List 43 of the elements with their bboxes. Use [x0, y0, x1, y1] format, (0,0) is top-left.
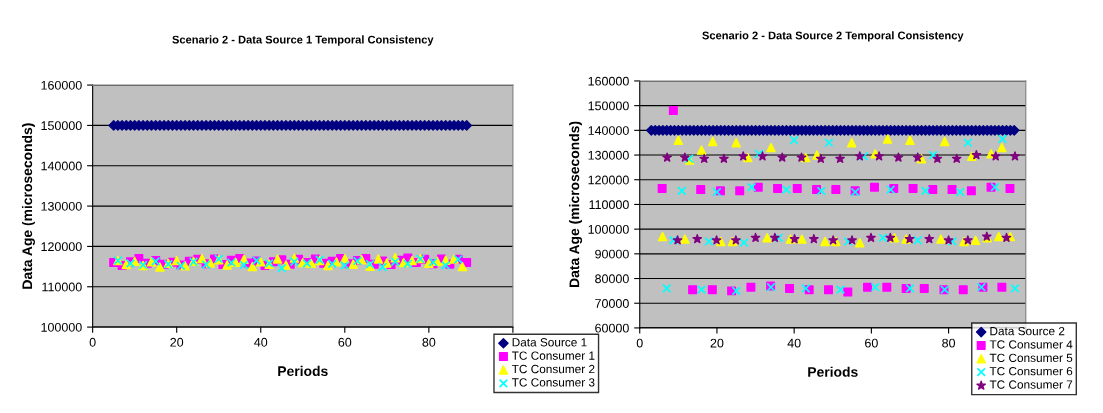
x-tick-label: 80 — [942, 338, 956, 348]
chart-title: Scenario 2 - Data Source 1 Temporal Consistency — [172, 35, 434, 46]
x-tick-label: 60 — [865, 338, 878, 348]
x-tick-label: 20 — [170, 337, 184, 347]
x-axis-title: Periods — [278, 365, 328, 377]
y-tick-label: 140000 — [588, 126, 629, 135]
y-tick-label: 70000 — [595, 299, 629, 308]
y-tick-label: 100000 — [41, 322, 82, 332]
y-tick-label: 60000 — [595, 323, 629, 333]
legend-label: TC Consumer 7 — [989, 380, 1073, 389]
legend-label: Data Source 1 — [512, 338, 587, 347]
legend-label: Data Source 2 — [990, 326, 1065, 336]
y-tick-label: 110000 — [589, 200, 629, 210]
legend-label: TC Consumer 1 — [511, 351, 595, 360]
legend-label: TC Consumer 4 — [989, 340, 1073, 349]
x-tick-label: 0 — [636, 338, 643, 348]
y-tick-label: 130000 — [41, 201, 82, 211]
y-tick-label: 120000 — [41, 242, 82, 252]
y-tick-label: 120000 — [588, 175, 629, 185]
chart-title: Scenario 2 - Data Source 2 Temporal Consistency — [702, 31, 964, 42]
y-tick-label: 130000 — [588, 150, 629, 160]
y-tick-label: 80000 — [595, 274, 629, 284]
y-tick-label: 150000 — [41, 121, 82, 131]
y-tick-label: 160000 — [41, 80, 82, 90]
legend-label: TC Consumer 5 — [989, 353, 1073, 362]
y-axis-title: Data Age (microseconds) — [21, 123, 35, 289]
x-tick-label: 40 — [254, 337, 268, 347]
y-axis-title: Data Age (microseconds) — [569, 121, 583, 287]
y-tick-label: 160000 — [588, 76, 629, 86]
y-tick-label: 100000 — [588, 224, 629, 234]
x-axis-title: Periods — [808, 366, 858, 377]
legend-label: TC Consumer 3 — [511, 378, 595, 387]
legend-label: TC Consumer 2 — [511, 364, 595, 374]
x-tick-label: 20 — [710, 338, 724, 348]
legend-label: TC Consumer 6 — [989, 367, 1073, 376]
x-tick-label: 40 — [787, 338, 801, 348]
x-tick-label: 60 — [338, 337, 352, 347]
x-tick-label: 80 — [422, 337, 436, 347]
y-tick-label: 140000 — [41, 161, 82, 171]
y-tick-label: 110000 — [42, 282, 82, 292]
y-tick-label: 90000 — [595, 249, 629, 259]
y-tick-label: 150000 — [588, 101, 629, 111]
x-tick-label: 0 — [89, 337, 96, 347]
